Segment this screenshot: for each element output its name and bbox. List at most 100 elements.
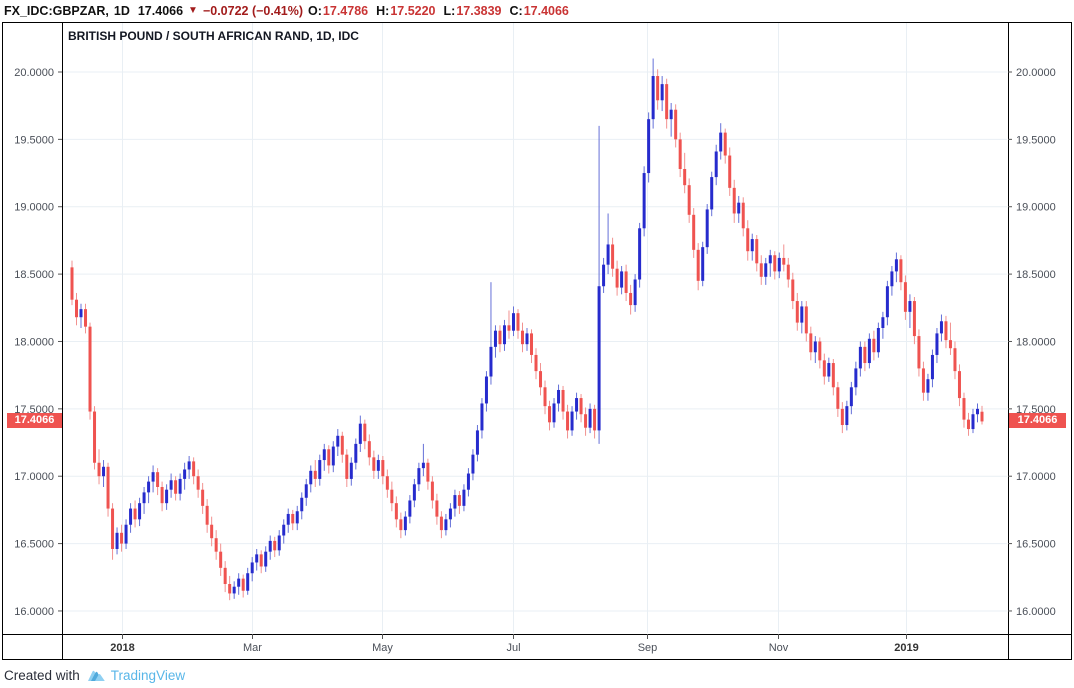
candle-up[interactable]	[102, 466, 106, 477]
candle-up[interactable]	[246, 573, 250, 591]
candle-down[interactable]	[980, 411, 984, 422]
price-chart[interactable]: 20.0000 20.0000 19.5000 19.5000 19.0000 19.00…	[0, 0, 1074, 662]
candle-up[interactable]	[336, 435, 340, 447]
candle-up[interactable]	[232, 586, 236, 594]
candle-down[interactable]	[566, 411, 570, 431]
candle-up[interactable]	[300, 497, 304, 512]
candle-down[interactable]	[629, 292, 633, 306]
candle-down[interactable]	[291, 513, 295, 524]
candle-down[interactable]	[385, 476, 389, 490]
candle-up[interactable]	[417, 468, 421, 485]
candle-down[interactable]	[953, 348, 957, 372]
candle-down[interactable]	[746, 228, 750, 252]
candle-down[interactable]	[520, 330, 524, 345]
x-axis-label[interactable]: 2019	[894, 642, 918, 654]
candle-up[interactable]	[800, 306, 804, 323]
candle-down[interactable]	[367, 441, 371, 458]
candle-down[interactable]	[534, 354, 538, 372]
symbol-legend[interactable]: FX_IDC:GBPZAR, 1D 17.4066 ▼ −0.0722 (−0.…	[4, 1, 577, 21]
candle-down[interactable]	[327, 449, 331, 466]
candle-up[interactable]	[255, 554, 259, 563]
candle-up[interactable]	[570, 411, 574, 431]
candle-down[interactable]	[93, 411, 97, 463]
candle-down[interactable]	[962, 398, 966, 420]
candle-up[interactable]	[408, 500, 412, 517]
y-axis-label[interactable]: 18.0000	[14, 336, 54, 348]
candle-up[interactable]	[511, 313, 515, 331]
candle-up[interactable]	[575, 398, 579, 412]
y-axis-label[interactable]: 17.0000	[14, 471, 54, 483]
candle-down[interactable]	[773, 255, 777, 272]
candle-up[interactable]	[354, 443, 358, 463]
candle-up[interactable]	[552, 403, 556, 423]
candle-up[interactable]	[705, 209, 709, 248]
y-axis-label[interactable]: 16.0000	[1016, 606, 1056, 618]
candle-down[interactable]	[782, 257, 786, 265]
candle-down[interactable]	[948, 340, 952, 349]
candle-down[interactable]	[795, 301, 799, 323]
candle-up[interactable]	[304, 484, 308, 498]
candle-down[interactable]	[624, 271, 628, 293]
candle-up[interactable]	[638, 228, 642, 280]
candle-down[interactable]	[88, 326, 92, 412]
x-axis-label[interactable]: Jul	[506, 642, 520, 654]
candle-up[interactable]	[178, 478, 182, 494]
candle-down[interactable]	[656, 76, 660, 101]
candle-up[interactable]	[142, 492, 146, 504]
candle-down[interactable]	[516, 313, 520, 331]
candle-up[interactable]	[448, 508, 452, 520]
candle-down[interactable]	[372, 457, 376, 471]
candle-down[interactable]	[399, 519, 403, 531]
candle-down[interactable]	[97, 462, 101, 477]
y-axis-label[interactable]: 16.5000	[14, 539, 54, 551]
candle-up[interactable]	[768, 255, 772, 264]
candle-down[interactable]	[363, 423, 367, 442]
candle-up[interactable]	[642, 173, 646, 229]
candle-down[interactable]	[687, 185, 691, 215]
candle-up[interactable]	[421, 462, 425, 469]
candle-up[interactable]	[827, 363, 831, 377]
candle-down[interactable]	[241, 578, 245, 591]
candle-down[interactable]	[120, 532, 124, 544]
candle-up[interactable]	[849, 387, 853, 407]
candle-up[interactable]	[444, 519, 448, 531]
candle-down[interactable]	[426, 462, 430, 482]
candle-down[interactable]	[804, 306, 808, 334]
candle-up[interactable]	[858, 346, 862, 369]
candle-up[interactable]	[489, 346, 493, 377]
candle-up[interactable]	[309, 470, 313, 485]
candle-up[interactable]	[484, 376, 488, 404]
candle-up[interactable]	[935, 333, 939, 355]
candle-up[interactable]	[881, 317, 885, 328]
candle-up[interactable]	[403, 516, 407, 531]
candle-up[interactable]	[651, 76, 655, 120]
candle-up[interactable]	[165, 489, 169, 504]
candle-down[interactable]	[579, 398, 583, 415]
candle-down[interactable]	[156, 472, 160, 487]
candle-down[interactable]	[223, 567, 227, 585]
candle-down[interactable]	[840, 408, 844, 426]
candle-up[interactable]	[147, 481, 151, 493]
candle-up[interactable]	[462, 489, 466, 506]
candle-down[interactable]	[345, 454, 349, 479]
candle-down[interactable]	[548, 406, 552, 423]
candle-up[interactable]	[647, 119, 651, 174]
y-axis-label[interactable]: 17.0000	[1016, 471, 1056, 483]
candle-down[interactable]	[732, 187, 736, 214]
candle-down[interactable]	[133, 508, 137, 520]
candle-down[interactable]	[561, 389, 565, 412]
candle-up[interactable]	[282, 524, 286, 536]
candle-down[interactable]	[543, 387, 547, 407]
candle-down[interactable]	[84, 309, 88, 327]
candle-up[interactable]	[115, 532, 119, 549]
candle-up[interactable]	[138, 503, 142, 520]
candle-down[interactable]	[196, 476, 200, 490]
candle-up[interactable]	[854, 368, 858, 388]
candle-up[interactable]	[331, 446, 335, 466]
candle-down[interactable]	[498, 330, 502, 345]
candle-down[interactable]	[723, 132, 727, 156]
y-axis-label[interactable]: 16.5000	[1016, 539, 1056, 551]
candle-down[interactable]	[809, 333, 813, 353]
y-axis-label[interactable]: 19.5000	[14, 134, 54, 146]
candle-up[interactable]	[79, 309, 83, 318]
